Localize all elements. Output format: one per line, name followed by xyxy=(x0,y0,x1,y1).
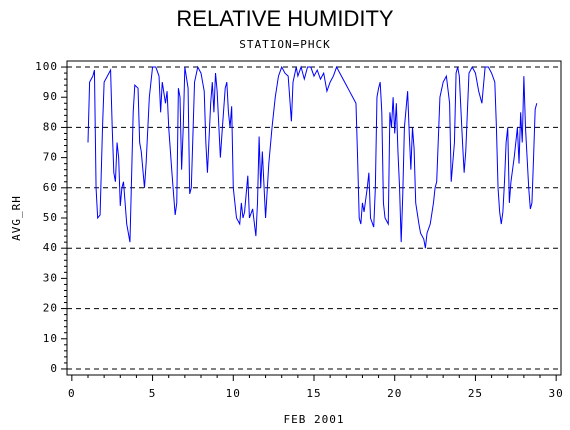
y-axis-label: AVG_RH xyxy=(10,195,23,241)
x-tick-label: 15 xyxy=(306,387,321,400)
y-tick-label: 90 xyxy=(43,90,58,103)
y-tick-label: 40 xyxy=(43,241,58,254)
x-tick-label: 25 xyxy=(468,387,483,400)
y-tick-label: 80 xyxy=(43,120,58,133)
y-tick-label: 50 xyxy=(43,211,58,224)
x-tick-label: 10 xyxy=(226,387,241,400)
y-tick-label: 30 xyxy=(43,271,58,284)
x-tick-label: 0 xyxy=(68,387,76,400)
y-tick-label: 10 xyxy=(43,332,58,345)
y-tick-label: 70 xyxy=(43,151,58,164)
x-tick-label: 30 xyxy=(549,387,564,400)
x-tick-label: 20 xyxy=(387,387,402,400)
plot-frame xyxy=(66,60,562,376)
y-tick-label: 100 xyxy=(35,60,58,73)
y-tick-label: 20 xyxy=(43,302,58,315)
y-tick-label: 60 xyxy=(43,181,58,194)
x-tick-label: 5 xyxy=(149,387,157,400)
data-line xyxy=(87,65,538,249)
y-tick-label: 0 xyxy=(50,362,58,375)
chart-title: RELATIVE HUMIDITY xyxy=(176,6,394,31)
chart-subtitle: STATION=PHCK xyxy=(239,38,330,51)
x-axis-label: FEB 2001 xyxy=(284,413,345,426)
